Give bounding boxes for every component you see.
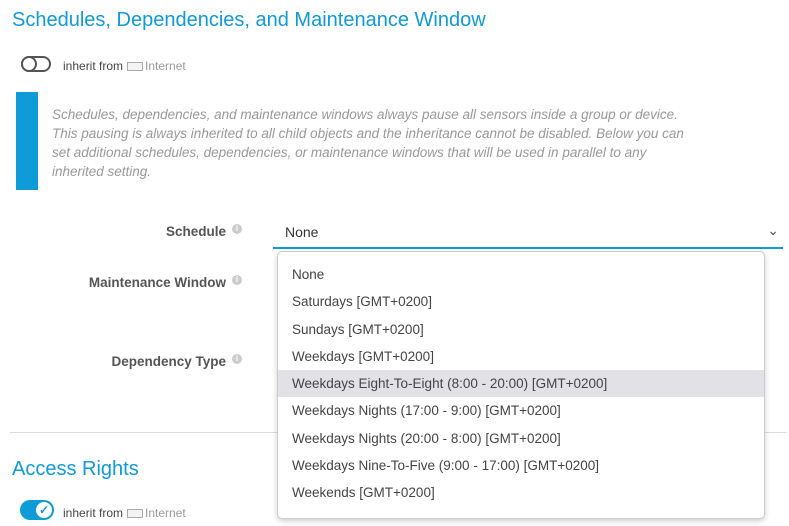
dropdown-option[interactable]: Weekdays Nights (20:00 - 8:00) [GMT+0200… bbox=[292, 430, 561, 446]
toggle-knob bbox=[21, 56, 37, 72]
check-icon: ✓ bbox=[36, 502, 52, 518]
schedule-label: Schedule i bbox=[42, 224, 242, 239]
schedules-section-title: Schedules, Dependencies, and Maintenance… bbox=[12, 9, 486, 31]
inherit-source: Internet bbox=[145, 59, 186, 73]
dropdown-option[interactable]: Weekdays Nights (17:00 - 9:00) [GMT+0200… bbox=[292, 403, 561, 419]
info-icon[interactable]: i bbox=[232, 275, 242, 285]
access-inherit-text: inherit from Internet bbox=[63, 506, 186, 520]
dropdown-option[interactable]: None bbox=[292, 267, 325, 282]
inherit-label: inherit from bbox=[63, 59, 124, 73]
info-note: Schedules, dependencies, and maintenance… bbox=[52, 107, 684, 179]
dropdown-option[interactable]: Saturdays [GMT+0200] bbox=[292, 294, 432, 310]
schedule-dropdown-list: None Saturdays [GMT+0200] Sundays [GMT+0… bbox=[277, 251, 765, 519]
access-inherit-toggle[interactable]: ✓ bbox=[20, 500, 54, 520]
schedule-label-text: Schedule bbox=[165, 224, 226, 239]
maintenance-label-text: Maintenance Window bbox=[88, 275, 226, 290]
dependency-label-text: Dependency Type bbox=[111, 354, 226, 369]
inherit-label: inherit from bbox=[63, 506, 124, 520]
schedule-select[interactable]: None ⌄ bbox=[273, 220, 783, 249]
schedule-select-value: None bbox=[285, 224, 319, 240]
dropdown-option-highlighted[interactable]: Weekdays Eight-To-Eight (8:00 - 20:00) [… bbox=[278, 370, 764, 398]
info-icon[interactable]: i bbox=[232, 224, 242, 234]
maintenance-window-label: Maintenance Window i bbox=[42, 275, 242, 290]
dropdown-option[interactable]: Weekends [GMT+0200] bbox=[292, 485, 435, 501]
access-rights-title: Access Rights bbox=[12, 458, 139, 480]
note-accent-bar bbox=[16, 92, 38, 190]
schedules-inherit-toggle[interactable] bbox=[21, 56, 51, 72]
device-icon bbox=[127, 509, 144, 519]
schedules-inherit-text: inherit from Internet bbox=[63, 59, 186, 73]
device-icon bbox=[127, 62, 144, 72]
dropdown-option[interactable]: Weekdays Nine-To-Five (9:00 - 17:00) [GM… bbox=[292, 458, 600, 474]
info-icon[interactable]: i bbox=[232, 354, 242, 364]
dropdown-option[interactable]: Sundays [GMT+0200] bbox=[292, 321, 424, 337]
inherit-source: Internet bbox=[145, 506, 186, 520]
dropdown-option[interactable]: Weekdays [GMT+0200] bbox=[292, 348, 434, 364]
dependency-type-label: Dependency Type i bbox=[42, 354, 242, 369]
chevron-down-icon: ⌄ bbox=[767, 222, 779, 238]
